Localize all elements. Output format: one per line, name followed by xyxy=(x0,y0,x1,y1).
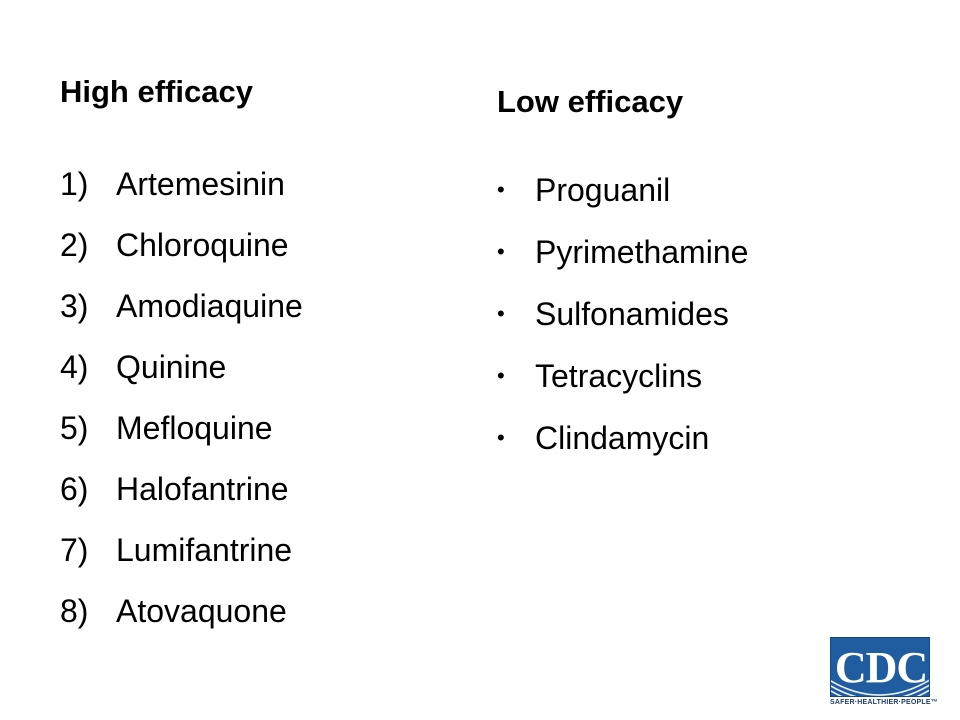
cdc-logo-lines-icon xyxy=(831,679,929,696)
drug-name: Sulfonamides xyxy=(535,296,729,332)
drug-name: Atovaquone xyxy=(116,593,287,629)
list-item: • Clindamycin xyxy=(497,422,748,484)
list-item: • Tetracyclins xyxy=(497,360,748,422)
list-number: 3) xyxy=(60,288,89,324)
drug-name: Mefloquine xyxy=(116,410,273,446)
list-item: 7) Lumifantrine xyxy=(60,534,303,595)
list-number: 4) xyxy=(60,349,89,385)
list-item: 5) Mefloquine xyxy=(60,412,303,473)
low-efficacy-heading: Low efficacy xyxy=(497,84,684,119)
drug-name: Chloroquine xyxy=(116,227,289,263)
bullet-icon: • xyxy=(497,301,505,326)
drug-name: Lumifantrine xyxy=(116,532,293,568)
list-number: 2) xyxy=(60,227,89,263)
list-number: 8) xyxy=(60,593,89,629)
drug-name: Artemesinin xyxy=(116,166,285,202)
list-number: 5) xyxy=(60,410,89,446)
list-number: 1) xyxy=(60,166,89,202)
drug-name: Tetracyclins xyxy=(535,358,703,394)
high-efficacy-heading: High efficacy xyxy=(60,74,253,109)
list-item: 8) Atovaquone xyxy=(60,595,303,656)
drug-name: Pyrimethamine xyxy=(535,234,749,270)
list-item: 3) Amodiaquine xyxy=(60,290,303,351)
low-efficacy-list: • Proguanil • Pyrimethamine • Sulfonamides … xyxy=(497,174,748,484)
drug-name: Clindamycin xyxy=(535,420,710,456)
list-item: 6) Halofantrine xyxy=(60,473,303,534)
list-number: 6) xyxy=(60,471,89,507)
drug-name: Amodiaquine xyxy=(116,288,303,324)
cdc-logo-box: CDC xyxy=(830,637,930,697)
bullet-icon: • xyxy=(497,177,505,202)
cdc-logo: CDC SAFER·HEALTHIER·PEOPLE™ xyxy=(830,637,938,711)
drug-name: Proguanil xyxy=(535,172,671,208)
list-item: 4) Quinine xyxy=(60,351,303,412)
bullet-icon: • xyxy=(497,363,505,388)
list-number: 7) xyxy=(60,532,89,568)
list-item: 1) Artemesinin xyxy=(60,168,303,229)
list-item: • Proguanil xyxy=(497,174,748,236)
cdc-logo-text: CDC xyxy=(834,643,928,692)
bullet-icon: • xyxy=(497,425,505,450)
drug-name: Halofantrine xyxy=(116,471,289,507)
drug-name: Quinine xyxy=(116,349,227,385)
list-item: • Sulfonamides xyxy=(497,298,748,360)
high-efficacy-list: 1) Artemesinin 2) Chloroquine 3) Amodiaquin… xyxy=(60,168,303,656)
list-item: 2) Chloroquine xyxy=(60,229,303,290)
list-item: • Pyrimethamine xyxy=(497,236,748,298)
cdc-logo-tagline: SAFER·HEALTHIER·PEOPLE™ xyxy=(830,699,938,706)
bullet-icon: • xyxy=(497,239,505,264)
